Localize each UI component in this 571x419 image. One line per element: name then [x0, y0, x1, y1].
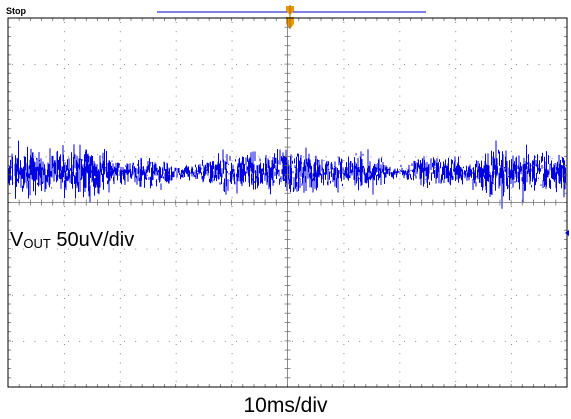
channel-name-main: V — [10, 229, 24, 251]
channel-name-sub: OUT — [23, 236, 51, 251]
screen-border — [7, 17, 568, 388]
channel-offset-arrow-icon[interactable] — [565, 230, 569, 236]
status-bar: Stop — [6, 5, 426, 29]
channel-scale-label: VOUT 50uV/div — [10, 230, 134, 250]
graticule — [12, 22, 562, 382]
channel-scale: 50uV/div — [56, 229, 135, 251]
run-status: Stop — [6, 6, 26, 16]
trigger-position-icon[interactable] — [286, 5, 294, 29]
center-axis-ticks — [7, 17, 568, 387]
timebase-label: 10ms/div — [243, 394, 328, 417]
